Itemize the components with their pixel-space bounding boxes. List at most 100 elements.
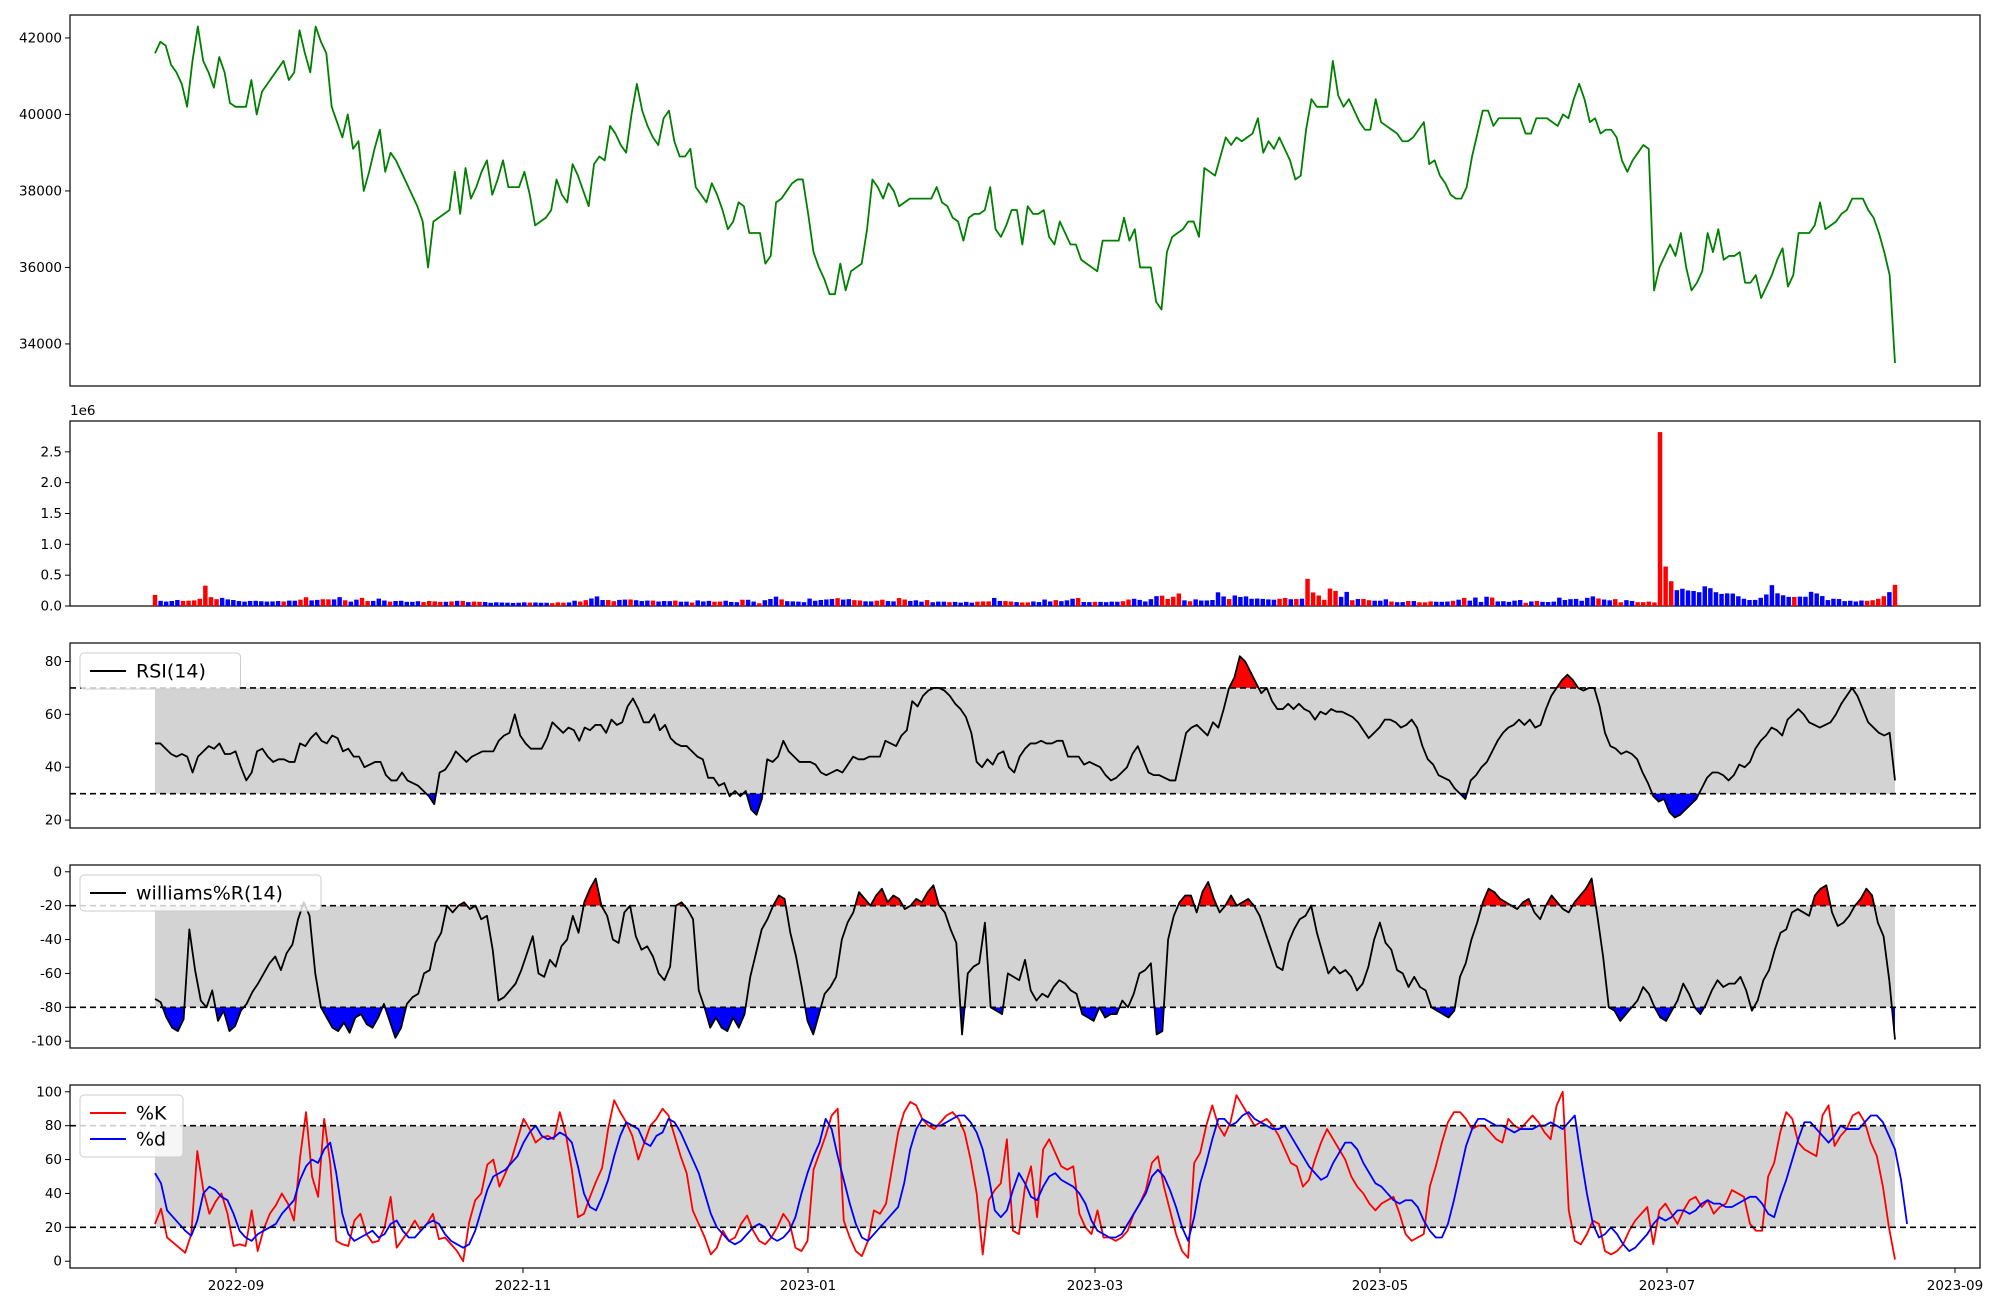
volume-bar [275,601,281,606]
volume-bar [577,601,583,606]
volume-bar [359,597,365,606]
volume-bar [701,601,706,606]
volume-bar [253,600,258,606]
volume-bar [941,601,947,606]
volume-bar [1607,600,1612,606]
volume-bar [1808,591,1814,606]
volume-bar [1831,598,1836,606]
volume-bar [1473,597,1478,606]
volume-bar [1249,598,1254,606]
y-tick-label: 40000 [19,107,62,123]
volume-bar [1478,601,1484,606]
volume-bar [1288,599,1293,606]
volume-bar [169,601,175,606]
volume-bar [1786,596,1791,606]
volume-bar [684,601,689,606]
volume-bar [1243,596,1249,606]
williams-overbought-fill [1225,895,1237,906]
williams-oversold-fill [320,1007,383,1033]
volume-bar [689,602,695,606]
volume-bar [1232,595,1238,606]
volume-bar [1601,599,1607,606]
volume-bar [868,601,874,606]
volume-bar [1713,592,1719,606]
volume-bar [762,600,768,606]
y-tick-label: 42000 [19,30,62,46]
volume-bar [1646,601,1652,606]
volume-bar [1098,601,1103,606]
volume-bar [1064,600,1070,606]
volume-bar [326,599,331,606]
volume-bar [1501,601,1506,606]
volume-bar [958,602,963,606]
volume-bar [801,602,807,606]
volume-bar [1461,597,1467,606]
volume-bar [622,599,628,606]
volume-bar [1842,601,1847,606]
volume-bar [1439,601,1445,606]
volume-bar [891,601,896,606]
x-tick-label: 2023-07 [1639,1278,1695,1294]
volume-bar [415,601,421,606]
y-tick-label: 36000 [19,260,62,276]
volume-bar [1361,598,1366,606]
volume-bar [1355,599,1361,606]
x-tick-label: 2023-09 [1927,1278,1983,1294]
volume-bar [1517,600,1523,606]
y-tick-label: 40 [45,1186,62,1202]
volume-bar [337,597,342,606]
legend-box [79,652,241,690]
volume-bar [180,600,186,606]
y-tick-label: 80 [45,1118,62,1134]
volume-bar [617,599,622,606]
volume-bar [270,601,275,606]
volume-bar [1624,600,1629,606]
volume-bar [1870,600,1875,606]
volume-bar [1053,600,1059,606]
volume-bar [1171,596,1176,606]
volume-bar [421,602,426,606]
volume-bar [678,601,684,606]
volume-bar [1087,602,1092,606]
volume-bar [717,601,723,606]
volume-bar [1165,598,1170,606]
y-tick-label: 2.0 [41,475,62,491]
volume-bar [1215,592,1221,606]
volume-bar [555,602,561,606]
y-tick-label: 60 [45,707,62,723]
volume-bar [1495,601,1501,606]
stochastic-d-line [154,1111,1908,1252]
volume-bar [706,600,712,606]
volume-bar [964,601,969,606]
volume-bar [1131,598,1137,606]
volume-bar [980,601,986,606]
volume-bar [1764,594,1769,606]
volume-bar [1389,601,1394,606]
volume-bar [790,601,796,606]
volume-bar [1853,601,1859,606]
volume-bar [1400,602,1405,606]
volume-bar [1075,598,1081,606]
volume-bar [1769,585,1775,606]
volume-bar [499,602,505,606]
volume-bar [298,599,303,606]
volume-bar [1019,602,1025,606]
volume-bar [471,601,477,606]
volume-bar [1685,590,1691,606]
y-tick-label: 38000 [19,183,62,199]
volume-bar [1422,602,1428,606]
legend-label: %d [136,1129,166,1151]
volume-bar [1752,599,1758,606]
volume-bar [1708,588,1713,606]
volume-bar [410,601,415,606]
volume-bar [1551,601,1556,606]
volume-bar [1445,601,1450,606]
rsi-line [155,655,1896,819]
y-tick-label: 60 [45,1152,62,1168]
volume-bar [1456,599,1461,606]
volume-bar [633,600,639,606]
volume-bar [482,601,488,606]
stochastic-neutral-band [155,1125,1895,1228]
volume-bar [1266,599,1271,606]
volume-bar [404,601,410,606]
